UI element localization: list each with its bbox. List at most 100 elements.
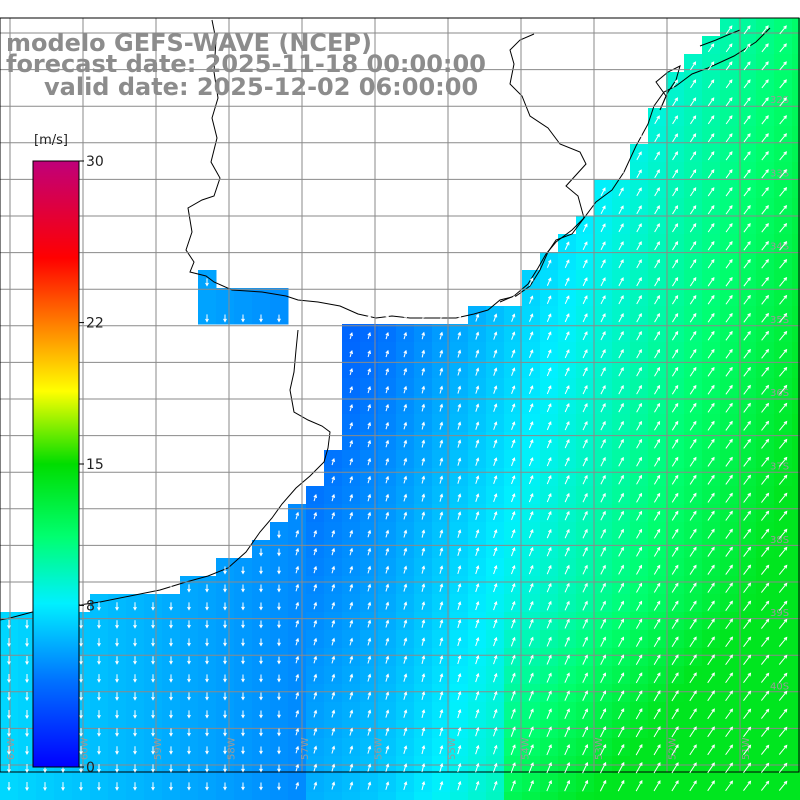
wind-arrow <box>689 205 697 215</box>
wind-arrow <box>778 582 788 593</box>
wind-arrow <box>761 115 769 125</box>
wind-arrow <box>331 745 336 754</box>
wind-arrow <box>618 313 624 323</box>
wind-cell <box>702 396 721 415</box>
wind-arrow <box>636 348 642 359</box>
wind-cell <box>288 792 307 800</box>
wind-cell <box>630 738 649 757</box>
wind-arrow <box>743 420 751 431</box>
wind-arrow <box>223 674 227 683</box>
wind-arrow <box>475 565 480 575</box>
wind-arrow <box>743 223 751 233</box>
wind-arrow <box>367 332 372 340</box>
wind-arrow <box>743 780 752 791</box>
wind-arrow <box>403 619 408 628</box>
wind-arrow <box>564 492 570 503</box>
wind-arrow <box>295 673 300 682</box>
wind-cell <box>792 90 800 109</box>
wind-arrow <box>546 546 552 557</box>
wind-arrow <box>97 620 101 629</box>
wind-arrow <box>689 744 697 756</box>
wind-arrow <box>546 421 552 431</box>
wind-arrow <box>546 726 552 738</box>
wind-arrow <box>475 780 480 791</box>
wind-arrow <box>725 672 734 684</box>
wind-arrow <box>761 546 770 557</box>
wind-arrow <box>618 331 624 341</box>
wind-arrow <box>187 602 191 611</box>
wind-cell <box>702 648 721 667</box>
wind-arrow <box>475 547 480 557</box>
wind-arrow <box>636 510 642 521</box>
wind-cell <box>774 522 793 541</box>
wind-arrow <box>582 510 588 521</box>
wind-arrow <box>654 456 661 467</box>
wind-arrow <box>528 385 534 395</box>
wind-arrow <box>493 349 498 358</box>
wind-cell <box>702 522 721 541</box>
wind-arrow <box>331 655 336 664</box>
wind-cell <box>450 792 469 800</box>
wind-arrow <box>313 691 318 700</box>
wind-arrow <box>313 619 318 628</box>
wind-arrow <box>439 367 444 376</box>
wind-arrow <box>115 710 119 719</box>
wind-arrow <box>421 547 426 556</box>
wind-arrow <box>277 584 281 593</box>
wind-arrow <box>779 223 788 233</box>
wind-arrow <box>528 564 534 575</box>
wind-arrow <box>385 637 390 646</box>
wind-arrow <box>241 584 245 593</box>
wind-arrow <box>457 331 462 340</box>
wind-arrow <box>690 97 697 107</box>
wind-arrow <box>564 690 570 701</box>
wind-arrow <box>707 348 715 359</box>
wind-arrow <box>493 672 498 683</box>
wind-cell <box>684 666 703 685</box>
wind-arrow <box>97 638 101 647</box>
wind-cell <box>666 792 685 800</box>
wind-cell <box>738 792 757 800</box>
wind-arrow <box>493 439 498 448</box>
wind-arrow <box>689 510 697 521</box>
wind-arrow <box>689 312 697 323</box>
wind-cell <box>576 792 595 800</box>
wind-arrow <box>636 456 642 467</box>
wind-arrow <box>582 223 588 233</box>
wind-cell <box>720 504 739 523</box>
wind-cell <box>576 720 595 739</box>
wind-arrow <box>761 276 769 287</box>
wind-cell <box>702 468 721 487</box>
wind-cell <box>738 180 757 199</box>
wind-arrow <box>349 314 353 322</box>
wind-arrow <box>7 709 11 720</box>
wind-arrow <box>546 331 552 341</box>
wind-cell <box>792 198 800 217</box>
wind-cell <box>612 720 631 739</box>
wind-arrow <box>151 638 155 647</box>
wind-arrow <box>618 492 624 503</box>
latitude-label: 40S <box>770 681 789 692</box>
wind-arrow <box>223 710 227 719</box>
wind-arrow <box>725 780 734 792</box>
wind-arrow <box>636 582 643 593</box>
wind-cell <box>792 234 800 253</box>
wind-arrow <box>169 728 173 737</box>
wind-arrow <box>618 241 624 251</box>
wind-arrow <box>636 223 642 233</box>
wind-arrow <box>671 780 679 792</box>
wind-arrow <box>385 655 390 664</box>
wind-arrow <box>546 457 552 467</box>
wind-cell <box>774 216 793 235</box>
wind-arrow <box>169 746 173 755</box>
wind-arrow <box>636 133 642 143</box>
wind-cell <box>774 702 793 721</box>
wind-arrow <box>743 726 752 737</box>
wind-cell <box>630 630 649 649</box>
wind-arrow <box>689 618 697 629</box>
wind-arrow <box>511 421 516 431</box>
wind-cell <box>774 180 793 199</box>
wind-arrow <box>295 601 300 610</box>
wind-arrow <box>205 656 209 665</box>
wind-cell <box>738 666 757 685</box>
